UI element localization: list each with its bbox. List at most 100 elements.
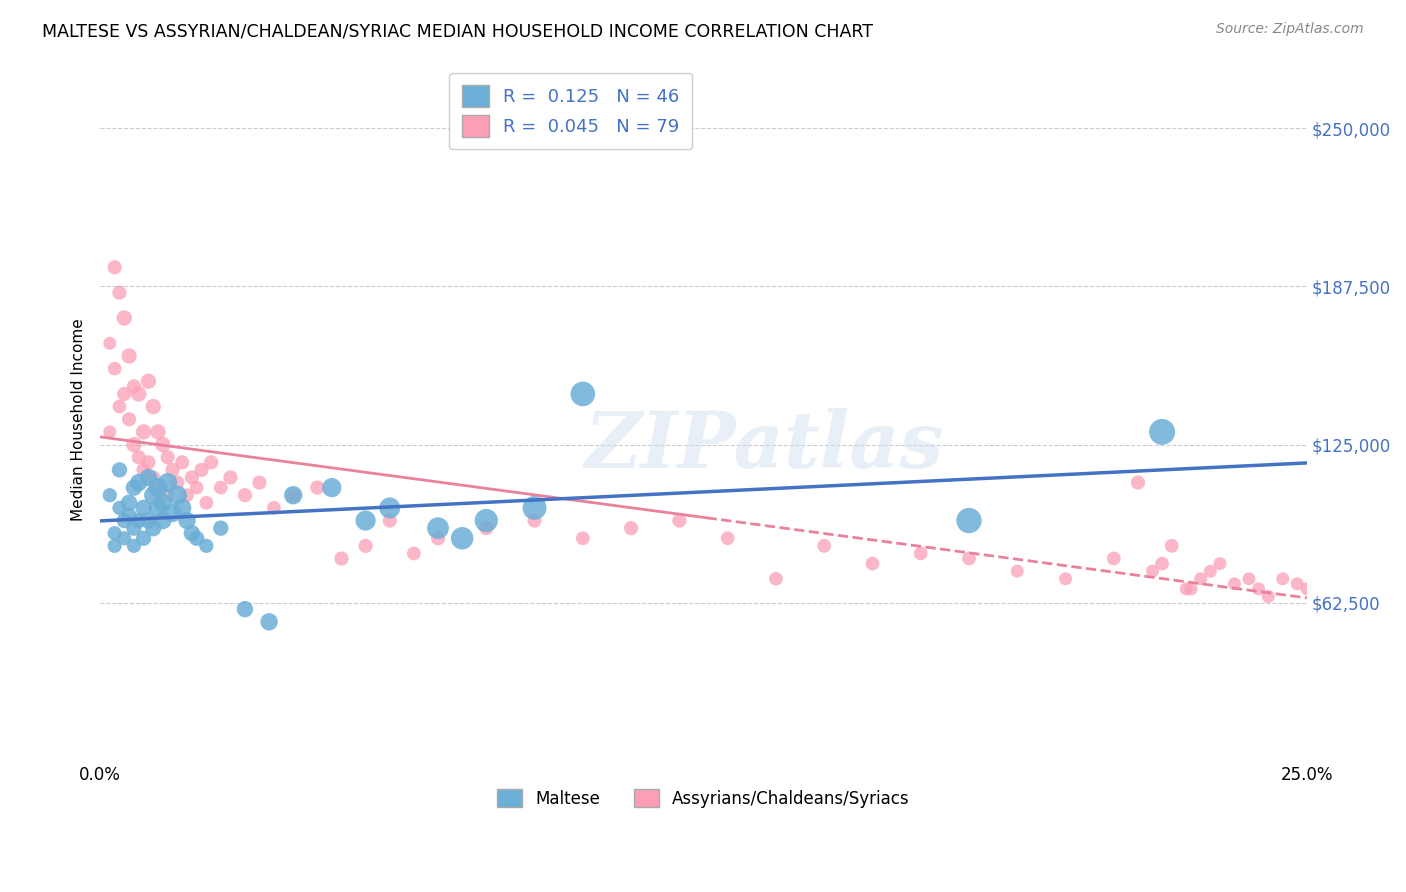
Point xyxy=(1223,577,1246,591)
Point xyxy=(354,539,377,553)
Y-axis label: Median Household Income: Median Household Income xyxy=(72,318,86,521)
Point xyxy=(142,521,165,535)
Point xyxy=(104,361,127,376)
Point xyxy=(162,506,184,520)
Point xyxy=(620,521,643,535)
Point xyxy=(523,514,546,528)
Point xyxy=(572,387,595,401)
Point xyxy=(132,425,155,439)
Text: Source: ZipAtlas.com: Source: ZipAtlas.com xyxy=(1216,22,1364,37)
Point xyxy=(1286,577,1309,591)
Point xyxy=(122,437,145,451)
Point xyxy=(1160,539,1182,553)
Point xyxy=(209,521,232,535)
Point xyxy=(257,615,280,629)
Point xyxy=(1175,582,1198,596)
Point xyxy=(668,514,690,528)
Point xyxy=(118,508,141,523)
Point xyxy=(427,531,450,545)
Point xyxy=(166,475,188,490)
Point xyxy=(862,557,884,571)
Point xyxy=(98,425,121,439)
Point xyxy=(104,526,127,541)
Point xyxy=(122,521,145,535)
Point xyxy=(172,455,194,469)
Point xyxy=(162,463,184,477)
Point xyxy=(1247,582,1270,596)
Point xyxy=(108,500,131,515)
Point xyxy=(122,539,145,553)
Point xyxy=(233,602,256,616)
Point xyxy=(180,526,202,541)
Point xyxy=(1189,572,1212,586)
Point xyxy=(146,481,169,495)
Point xyxy=(1180,582,1202,596)
Text: MALTESE VS ASSYRIAN/CHALDEAN/SYRIAC MEDIAN HOUSEHOLD INCOME CORRELATION CHART: MALTESE VS ASSYRIAN/CHALDEAN/SYRIAC MEDI… xyxy=(42,22,873,40)
Point xyxy=(152,514,174,528)
Point xyxy=(1320,582,1343,596)
Point xyxy=(132,463,155,477)
Point xyxy=(1271,572,1294,586)
Point xyxy=(378,514,401,528)
Point xyxy=(1142,564,1164,578)
Point xyxy=(195,539,218,553)
Point xyxy=(717,531,740,545)
Point xyxy=(108,400,131,414)
Point xyxy=(1296,582,1319,596)
Point xyxy=(813,539,835,553)
Point xyxy=(146,425,169,439)
Legend: Maltese, Assyrians/Chaldeans/Syriacs: Maltese, Assyrians/Chaldeans/Syriacs xyxy=(491,783,917,814)
Point xyxy=(152,496,174,510)
Point xyxy=(142,400,165,414)
Point xyxy=(378,500,401,515)
Point xyxy=(98,488,121,502)
Point xyxy=(118,496,141,510)
Point xyxy=(146,500,169,515)
Point xyxy=(172,500,194,515)
Point xyxy=(321,481,343,495)
Point xyxy=(108,463,131,477)
Point xyxy=(118,412,141,426)
Point xyxy=(156,488,179,502)
Point xyxy=(402,546,425,560)
Point xyxy=(128,387,150,401)
Point xyxy=(146,481,169,495)
Point xyxy=(1305,572,1327,586)
Point xyxy=(219,470,242,484)
Point xyxy=(957,551,980,566)
Point xyxy=(1209,557,1232,571)
Point xyxy=(1199,564,1222,578)
Point xyxy=(427,521,450,535)
Point xyxy=(475,521,498,535)
Point xyxy=(156,475,179,490)
Point xyxy=(180,470,202,484)
Point xyxy=(1334,590,1357,604)
Point xyxy=(176,514,198,528)
Point xyxy=(1237,572,1260,586)
Point xyxy=(190,463,212,477)
Point xyxy=(138,514,160,528)
Point xyxy=(142,470,165,484)
Point xyxy=(233,488,256,502)
Point xyxy=(118,349,141,363)
Point xyxy=(475,514,498,528)
Point xyxy=(1054,572,1077,586)
Point xyxy=(330,551,353,566)
Point xyxy=(104,260,127,275)
Point xyxy=(209,481,232,495)
Point xyxy=(112,531,135,545)
Point xyxy=(354,514,377,528)
Point xyxy=(957,514,980,528)
Point xyxy=(572,531,595,545)
Point xyxy=(186,481,208,495)
Point xyxy=(1152,557,1174,571)
Point xyxy=(263,500,285,515)
Point xyxy=(132,500,155,515)
Point xyxy=(910,546,932,560)
Point xyxy=(283,488,305,502)
Point xyxy=(200,455,222,469)
Point xyxy=(1257,590,1279,604)
Point xyxy=(112,310,135,325)
Text: ZIPatlas: ZIPatlas xyxy=(583,409,943,485)
Point xyxy=(132,531,155,545)
